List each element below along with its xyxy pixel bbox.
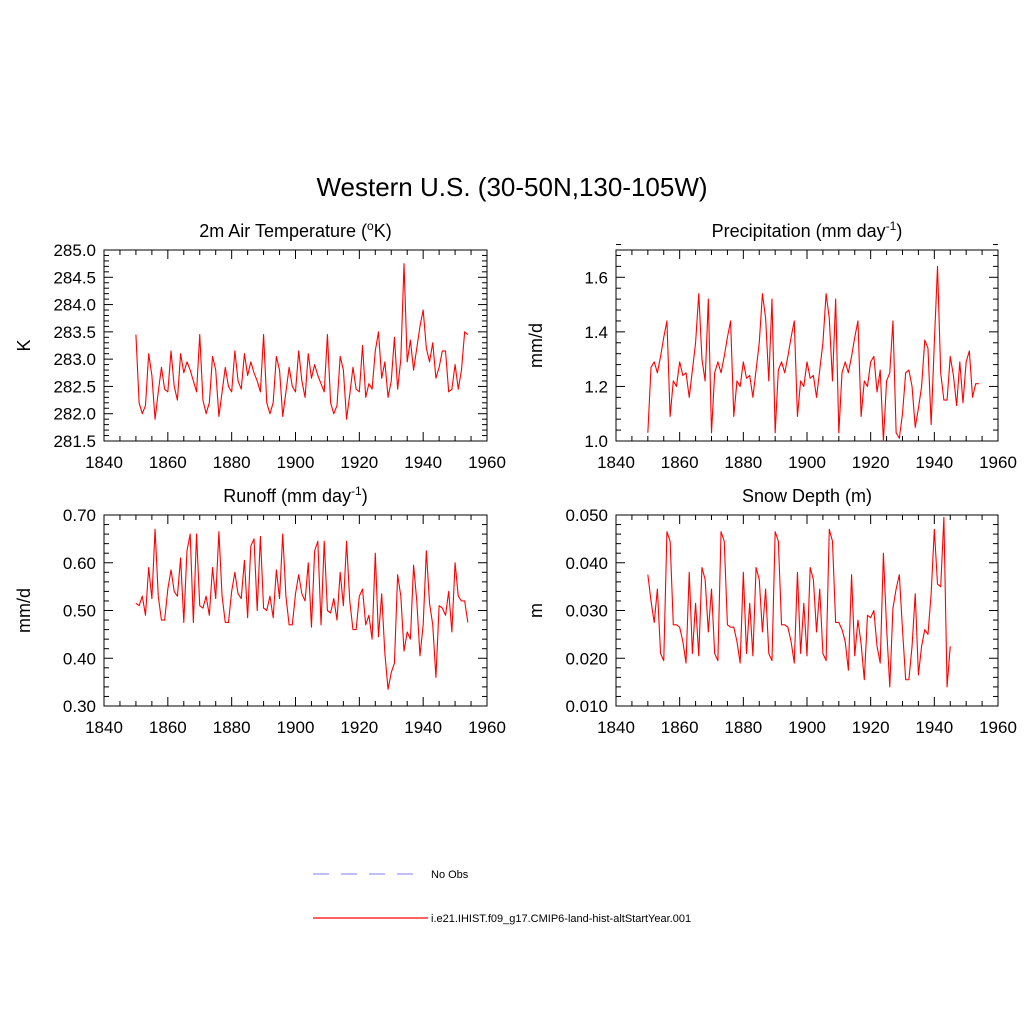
panel-precipitation: Precipitation (mm day-1) mm/d 1840 1860 1880…: [526, 219, 1017, 472]
y-tick-label: 285.0: [53, 241, 96, 260]
x-tick-label: 1880: [724, 718, 762, 737]
y-tick-label: 0.40: [63, 649, 96, 668]
panel-air-temperature: 2m Air Temperature (oK) K 1840 1860 1880 1900…: [14, 219, 506, 472]
x-tick-label: 1860: [149, 718, 187, 737]
x-tick-label: 1860: [149, 453, 187, 472]
series-line-snow-depth: [647, 516, 951, 688]
y-tick-label: 283.5: [53, 323, 96, 342]
y-tick-label: 0.020: [565, 649, 608, 668]
y-tick-label: 284.5: [53, 268, 96, 287]
plot-frame: [103, 514, 488, 707]
panel-snow-depth: Snow Depth (m) m 1840 1860 1880 1900 1920 1940 1…: [526, 486, 1017, 737]
panel-title-tail: ): [896, 221, 902, 241]
panel-title-main: Snow Depth (m): [742, 486, 872, 506]
panel-title-superscript: -1: [886, 219, 897, 233]
x-tick-label: 1900: [277, 453, 315, 472]
x-tick-label: 1860: [661, 718, 699, 737]
x-tick-label: 1880: [213, 718, 251, 737]
legend-label-no-obs: No Obs: [431, 869, 469, 881]
series-line-runoff: [135, 528, 469, 690]
panel-title: Precipitation (mm day-1): [712, 219, 903, 241]
panel-title: Runoff (mm day-1): [223, 484, 367, 506]
panel-runoff: Runoff (mm day-1) mm/d 1840 1860 1880 1900 192…: [14, 484, 506, 737]
y-tick-label: 0.050: [565, 506, 608, 525]
y-axis-label: K: [14, 339, 34, 351]
y-axis-label: mm/d: [14, 588, 34, 633]
x-tick-label: 1960: [979, 718, 1017, 737]
x-tick-label: 1960: [979, 453, 1017, 472]
series-line-precipitation: [647, 265, 979, 442]
x-tick-label: 1920: [340, 718, 378, 737]
plot-frame: [103, 249, 488, 442]
x-tick-label: 1940: [915, 718, 953, 737]
plot-frame: [615, 249, 999, 442]
y-tick-label: 1.6: [584, 268, 608, 287]
panel-title-tail: K): [374, 221, 392, 241]
y-tick-label: 1.4: [584, 323, 608, 342]
y-tick-label: 282.5: [53, 377, 96, 396]
x-tick-label: 1920: [852, 453, 890, 472]
x-tick-label: 1960: [468, 718, 506, 737]
panel-title-superscript: o: [367, 219, 374, 233]
x-tick-label: 1960: [468, 453, 506, 472]
y-axis-label: mm/d: [526, 323, 546, 368]
panel-title-main: 2m Air Temperature (: [199, 221, 367, 241]
y-tick-label: 0.010: [565, 697, 608, 716]
x-tick-label: 1840: [597, 718, 635, 737]
x-tick-label: 1940: [404, 453, 442, 472]
y-tick-label: 0.030: [565, 602, 608, 621]
y-axis-label: m: [526, 603, 546, 618]
y-tick-label: 1.0: [584, 432, 608, 451]
panel-title-main: Precipitation (mm day: [712, 221, 886, 241]
y-tick-label: 283.0: [53, 350, 96, 369]
panel-title-superscript: -1: [351, 484, 362, 498]
x-tick-label: 1840: [597, 453, 635, 472]
y-tick-label: 0.50: [63, 602, 96, 621]
y-tick-label: 0.60: [63, 554, 96, 573]
legend-label-model-run: i.e21.IHIST.f09_g17.CMIP6-land-hist-altS…: [431, 913, 691, 925]
x-tick-label: 1920: [340, 453, 378, 472]
x-tick-label: 1940: [404, 718, 442, 737]
y-tick-label: 0.30: [63, 697, 96, 716]
y-tick-label: 1.2: [584, 377, 608, 396]
panel-title-main: Runoff (mm day: [223, 486, 351, 506]
x-tick-label: 1860: [661, 453, 699, 472]
legend: No Obs i.e21.IHIST.f09_g17.CMIP6-land-hi…: [313, 869, 691, 925]
y-tick-label: 284.0: [53, 296, 96, 315]
panel-title-tail: ): [362, 486, 368, 506]
y-tick-label: 0.040: [565, 554, 608, 573]
x-tick-label: 1920: [852, 718, 890, 737]
y-tick-label: 0.70: [63, 506, 96, 525]
x-tick-label: 1840: [85, 453, 123, 472]
x-tick-label: 1900: [277, 718, 315, 737]
x-tick-label: 1840: [85, 718, 123, 737]
figure-title: Western U.S. (30-50N,130-105W): [316, 172, 707, 202]
x-tick-label: 1880: [213, 453, 251, 472]
chart-panels: 2m Air Temperature (oK) K 1840 1860 1880 1900…: [14, 219, 1017, 737]
x-tick-label: 1940: [915, 453, 953, 472]
x-tick-label: 1880: [724, 453, 762, 472]
panel-title: 2m Air Temperature (oK): [199, 219, 391, 241]
y-tick-label: 282.0: [53, 405, 96, 424]
panel-title: Snow Depth (m): [742, 486, 872, 506]
series-line-air-temperature: [135, 263, 469, 420]
x-tick-label: 1900: [788, 718, 826, 737]
x-tick-label: 1900: [788, 453, 826, 472]
y-tick-label: 281.5: [53, 432, 96, 451]
